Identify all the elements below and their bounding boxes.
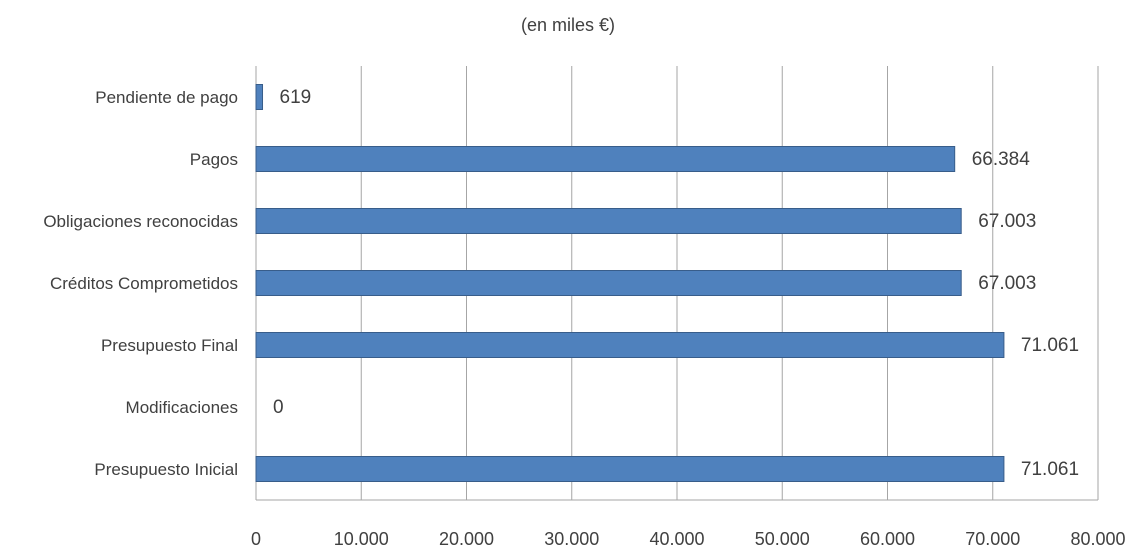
x-tick-label: 20.000: [439, 529, 494, 549]
category-labels: Pendiente de pago Pagos Obligaciones recon…: [43, 88, 238, 479]
data-label: 71.061: [1021, 335, 1079, 356]
chart-subtitle: (en miles €): [521, 15, 615, 35]
bar: [255, 456, 1005, 482]
x-tick-labels: 0 10.000 20.000 30.000 40.000 50.000 60.000 70.…: [251, 529, 1126, 549]
data-label: 67.003: [978, 211, 1036, 232]
bar: [255, 208, 962, 234]
bar: [255, 270, 962, 296]
x-tick-label: 50.000: [755, 529, 810, 549]
category-label: Presupuesto Final: [101, 336, 238, 355]
x-tick-label: 40.000: [649, 529, 704, 549]
category-label: Presupuesto Inicial: [94, 460, 238, 479]
data-label: 67.003: [978, 273, 1036, 294]
x-tick-label: 10.000: [334, 529, 389, 549]
x-tick-label: 30.000: [544, 529, 599, 549]
bar: [255, 146, 956, 172]
x-tick-label: 80.000: [1070, 529, 1125, 549]
category-label: Créditos Comprometidos: [50, 274, 238, 293]
x-tick-label: 0: [251, 529, 261, 549]
data-label: 0: [273, 397, 284, 418]
data-label: 619: [280, 87, 312, 108]
data-label: 66.384: [972, 149, 1031, 170]
category-label: Modificaciones: [126, 398, 238, 417]
x-tick-label: 60.000: [860, 529, 915, 549]
bar: [255, 332, 1005, 358]
data-labels: 619 66.384 67.003 67.003 71.061 0 71.061: [273, 87, 1079, 480]
category-label: Obligaciones reconocidas: [43, 212, 238, 231]
data-label: 71.061: [1021, 459, 1079, 480]
category-label: Pagos: [190, 150, 238, 169]
bars: [255, 84, 1005, 482]
x-tick-label: 70.000: [965, 529, 1020, 549]
bar: [255, 84, 264, 110]
category-label: Pendiente de pago: [95, 88, 238, 107]
